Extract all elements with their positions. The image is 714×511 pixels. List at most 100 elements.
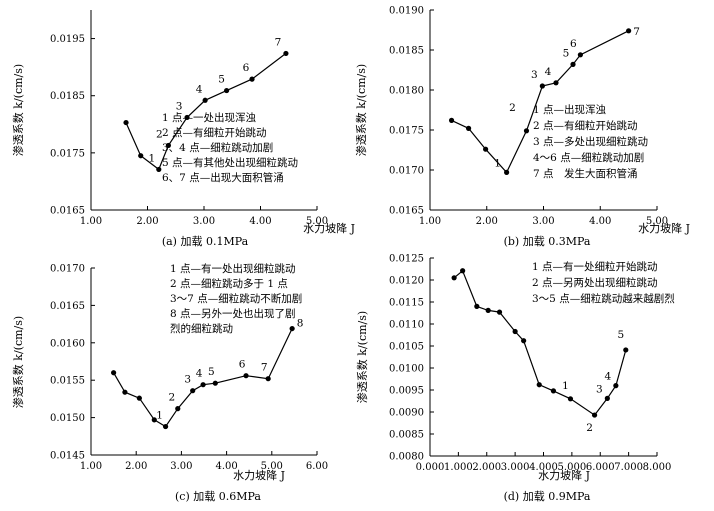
data-point (577, 52, 583, 58)
y-tick-label: 0.0100 (389, 364, 424, 375)
data-point (523, 128, 530, 134)
data-point (451, 275, 457, 281)
x-tick-label: 2.000 (472, 462, 501, 473)
annotation-line: 3～5 点—细粒跳动越来越剧烈 (532, 292, 675, 305)
x-tick-label: 5.00 (261, 461, 283, 472)
x-tick-label: 0.000 (416, 462, 445, 473)
point-label: 5 (617, 329, 624, 341)
y-tick-label: 0.0115 (389, 298, 424, 309)
data-point (175, 406, 181, 412)
data-point (136, 395, 142, 401)
x-tick-label: 2.00 (136, 216, 158, 227)
x-tick-label: 1.000 (444, 462, 473, 473)
data-point (460, 268, 466, 274)
data-point (567, 396, 574, 402)
annotation-line: 4～6 点—细粒跳动加剧 (533, 151, 644, 164)
data-point (165, 142, 172, 149)
point-label: 4 (545, 66, 552, 78)
point-label: 1 (156, 410, 163, 422)
data-point (521, 338, 527, 344)
point-label: 4 (196, 368, 203, 380)
x-tick-label: 1.00 (419, 216, 441, 227)
data-point (111, 370, 117, 376)
data-point (539, 83, 545, 89)
point-label: 6 (570, 38, 577, 50)
x-tick-label: 5.000 (558, 462, 587, 473)
panel-a: 1.00 2.00 3.00 4.00 5.00 0.0165 0.0175 0.0185 0.… (11, 10, 355, 248)
data-point (623, 347, 629, 353)
series-line (451, 30, 629, 174)
x-axis-label: 水力坡降 J (303, 221, 355, 235)
data-point (550, 388, 557, 394)
annotation-line: 1 点—有一处出现细粒跳动 (170, 262, 296, 275)
data-point (604, 395, 610, 401)
data-point (202, 97, 208, 103)
y-tick-label: 0.0110 (389, 320, 424, 331)
data-point (283, 50, 289, 57)
x-tick-label: 3.00 (170, 461, 192, 472)
point-label: 4 (196, 83, 203, 95)
y-tick-label: 0.0105 (389, 342, 424, 353)
point-label: 5 (563, 47, 570, 59)
x-tick-label: 5.00 (646, 216, 668, 227)
panel-caption: (d) 加载 0.9MPa (504, 490, 591, 503)
y-tick-label: 0.0165 (389, 206, 424, 217)
y-tick-label: 0.0185 (389, 46, 424, 57)
annotation-line: 3 点—多处出现细粒跳动 (533, 135, 648, 148)
point-label: 1 (148, 152, 155, 164)
data-point (512, 328, 518, 335)
x-tick-label: 1.00 (80, 216, 102, 227)
x-axis-label: 水力坡降 J (638, 221, 690, 235)
data-point (474, 303, 480, 309)
y-tick-label: 0.0175 (50, 148, 85, 159)
data-point (265, 376, 271, 382)
point-label: 5 (218, 74, 225, 86)
panel-c: 1.00 2.00 3.00 4.00 5.00 6.00 0.0145 0.0150 0.01… (11, 262, 328, 503)
x-tick-label: 2.00 (476, 216, 498, 227)
data-point (483, 146, 489, 152)
data-point (249, 76, 255, 82)
data-point (289, 325, 295, 332)
x-tick-label: 2.00 (125, 461, 147, 472)
point-label: 1 (494, 157, 501, 169)
panel-d: 0.000 1.000 2.000 3.000 4.000 5.000 6.000 7.000… (355, 254, 675, 504)
x-tick-label: 3.00 (193, 216, 215, 227)
data-point (591, 412, 598, 418)
x-tick-label: 6.00 (306, 461, 328, 472)
y-tick-label: 0.0120 (389, 276, 424, 287)
point-label: 3 (184, 374, 191, 386)
y-axis-label: 渗透系数 k/(cm/s) (354, 64, 368, 156)
panel-caption: (b) 加载 0.3MPa (504, 235, 591, 248)
y-axis-label: 渗透系数 k/(cm/s) (355, 311, 369, 403)
annotation-line: 2 点—有细粒开始跳动 (533, 119, 638, 132)
series-line (113, 328, 293, 428)
annotation-line: 7 点 发生大面积管涌 (533, 167, 638, 180)
point-label: 7 (275, 36, 282, 48)
data-point (184, 114, 190, 121)
x-tick-label: 4.00 (249, 216, 271, 227)
y-tick-label: 0.0175 (389, 126, 424, 137)
y-tick-label: 0.0160 (50, 338, 85, 349)
data-point (190, 388, 196, 394)
y-tick-label: 0.0170 (389, 166, 424, 177)
x-tick-label: 7.000 (614, 462, 643, 473)
x-axis-label: 水力坡降 J (233, 468, 285, 482)
annotation-line: 烈的细粒跳动 (170, 322, 233, 335)
y-tick-label: 0.0145 (50, 451, 85, 462)
y-tick-label: 0.0180 (389, 86, 424, 97)
annotation-line: 1 点—出现浑浊 (533, 103, 607, 116)
y-axis-label: 渗透系数 k/(cm/s) (11, 64, 25, 156)
data-point (570, 61, 576, 67)
data-point (553, 80, 559, 86)
y-tick-label: 0.0165 (50, 301, 85, 312)
y-tick-label: 0.0190 (389, 6, 424, 17)
point-label: 3 (596, 383, 603, 395)
y-tick-label: 0.0155 (50, 376, 85, 387)
point-label: 5 (208, 366, 215, 378)
data-point (224, 87, 230, 94)
y-tick-label: 0.0185 (50, 91, 85, 102)
y-tick-label: 0.0165 (50, 206, 85, 217)
data-point (613, 383, 619, 389)
x-tick-label: 4.00 (589, 216, 611, 227)
x-tick-label: 4.00 (215, 461, 237, 472)
